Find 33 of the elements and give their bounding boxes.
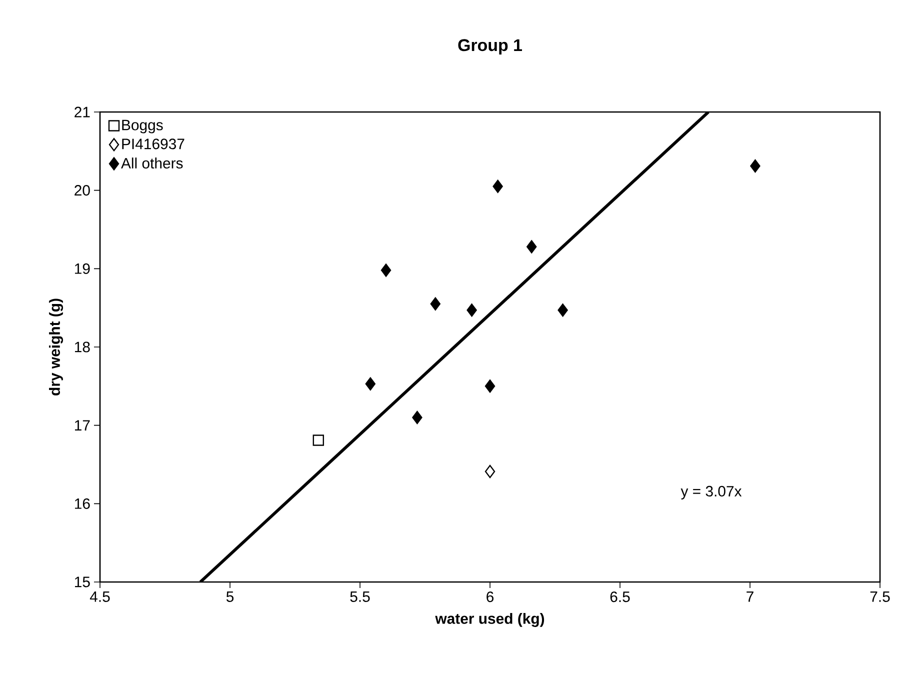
y-tick-label: 16 bbox=[75, 498, 90, 509]
x-tick-label: 5.5 bbox=[350, 592, 370, 602]
point bbox=[484, 464, 496, 478]
legend-label: All others bbox=[121, 158, 183, 169]
y-tick-label: 21 bbox=[74, 106, 90, 118]
x-tick-label: 7 bbox=[746, 592, 754, 602]
x-tick-label: 6 bbox=[486, 592, 494, 602]
y-axis-title: dry weight (g) bbox=[49, 298, 64, 396]
y-tick-label: 17 bbox=[75, 420, 90, 430]
legend-label: Boggs bbox=[122, 120, 163, 134]
point bbox=[412, 410, 422, 424]
point bbox=[430, 297, 440, 311]
point bbox=[466, 304, 477, 317]
point bbox=[750, 159, 760, 173]
point bbox=[558, 304, 568, 317]
point bbox=[312, 434, 324, 446]
point bbox=[492, 180, 503, 194]
x-tick-label: 7.5 bbox=[870, 592, 890, 602]
x-tick-label: 4.5 bbox=[90, 592, 110, 602]
chart-title: Group 1 bbox=[458, 39, 522, 54]
y-tick-label: 20 bbox=[74, 185, 90, 196]
x-tick-label: 5 bbox=[226, 592, 234, 602]
legend-label: PI416937 bbox=[122, 138, 184, 150]
y-tick-label: 15 bbox=[75, 576, 90, 588]
y-tick-label: 19 bbox=[75, 263, 90, 274]
point bbox=[526, 240, 537, 254]
point bbox=[365, 377, 376, 390]
x-axis-title: water used (kg) bbox=[435, 612, 544, 627]
x-tick-label: 6.5 bbox=[610, 592, 630, 602]
annotation: y = 3.07x bbox=[680, 486, 742, 500]
point bbox=[380, 264, 392, 277]
y-tick-label: 18 bbox=[75, 342, 90, 352]
point bbox=[484, 380, 496, 393]
